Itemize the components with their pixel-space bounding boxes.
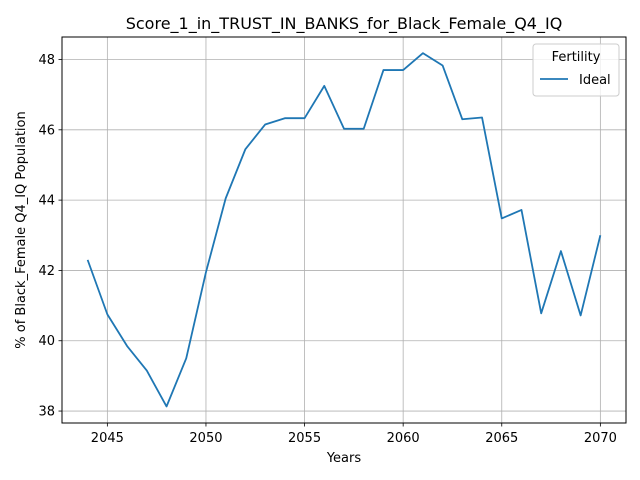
legend-label-ideal: Ideal xyxy=(579,73,611,88)
x-tick-label: 2060 xyxy=(387,431,420,446)
x-axis: 2045 2050 2055 2060 2065 2070 xyxy=(91,423,617,446)
series-line-ideal xyxy=(86,52,602,408)
y-tick-label: 38 xyxy=(38,405,55,420)
y-tick-label: 40 xyxy=(38,334,55,349)
plot-area xyxy=(62,37,626,423)
legend-title: Fertility xyxy=(552,50,601,65)
y-tick-label: 48 xyxy=(38,53,55,68)
y-axis-label: % of Black_Female Q4_IQ Population xyxy=(14,111,29,348)
x-tick-label: 2055 xyxy=(288,431,321,446)
legend-box xyxy=(532,43,620,97)
x-tick-label: 2045 xyxy=(91,431,124,446)
y-tick-label: 42 xyxy=(38,264,55,279)
y-tick-label: 44 xyxy=(38,194,55,209)
x-tick-label: 2065 xyxy=(485,431,518,446)
x-axis-label: Years xyxy=(326,451,362,466)
x-tick-label: 2070 xyxy=(584,431,617,446)
gridlines xyxy=(62,37,626,423)
series-layer xyxy=(86,52,602,408)
plot-frame xyxy=(61,36,627,424)
legend: Fertility Ideal xyxy=(532,43,620,97)
y-tick-label: 46 xyxy=(38,123,55,138)
chart-title: Score_1_in_TRUST_IN_BANKS_for_Black_Fema… xyxy=(126,14,563,34)
x-tick-label: 2050 xyxy=(189,431,222,446)
y-axis: 38 40 42 44 46 48 xyxy=(38,53,62,420)
